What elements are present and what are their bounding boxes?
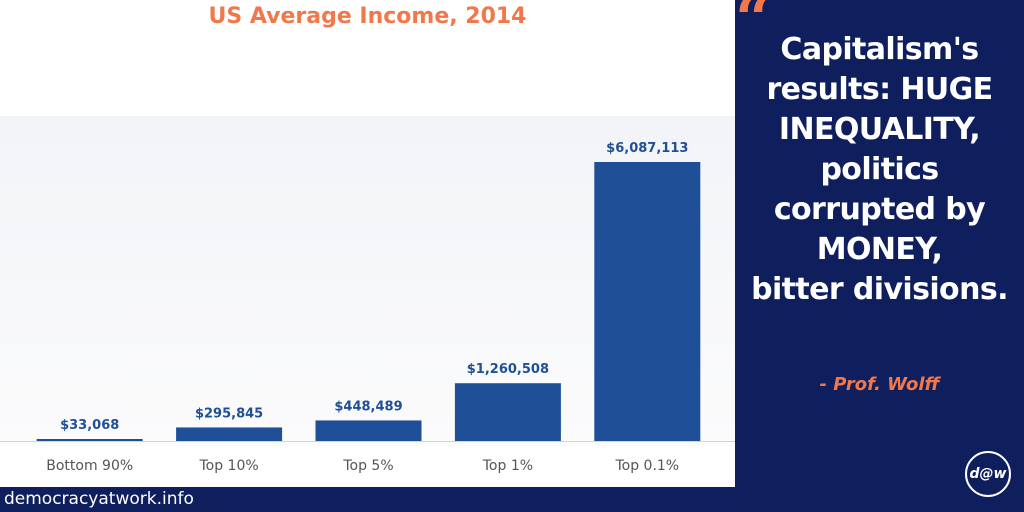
data-label: $6,087,113 xyxy=(606,141,688,156)
quote-line: politics xyxy=(820,152,939,187)
quote-text: Capitalism's results: HUGE INEQUALITY, p… xyxy=(735,30,1024,310)
chart-title: US Average Income, 2014 xyxy=(208,4,527,29)
quote-panel: “ Capitalism's results: HUGE INEQUALITY,… xyxy=(735,0,1024,512)
quote-line: results: HUGE xyxy=(766,72,993,107)
data-label: $295,845 xyxy=(195,406,263,421)
bar xyxy=(454,383,561,441)
bar-chart: $33,068 Bottom 90% $295,845 Top 10% $448,489… xyxy=(0,141,735,474)
data-label: $33,068 xyxy=(60,418,119,433)
bar xyxy=(176,427,283,441)
x-tick-label: Top 1% xyxy=(482,458,533,474)
data-label: $1,260,508 xyxy=(467,362,549,377)
logo-badge[interactable]: d@w xyxy=(965,451,1011,497)
quote-author: - Prof. Wolff xyxy=(819,374,940,395)
x-tick-label: Top 0.1% xyxy=(614,458,679,474)
bar xyxy=(594,162,701,441)
footer-bar: democracyatwork.info xyxy=(0,487,735,512)
bar xyxy=(36,439,143,441)
quote-line: INEQUALITY, xyxy=(778,112,981,147)
chart-panel: US Average Income, 2014 $33,068 Bottom 90… xyxy=(0,0,735,487)
quote-line: Capitalism's xyxy=(780,32,979,67)
x-tick-label: Bottom 90% xyxy=(46,458,133,474)
quote-mark-icon: “ xyxy=(735,0,772,57)
x-tick-label: Top 5% xyxy=(342,458,393,474)
site-url[interactable]: democracyatwork.info xyxy=(4,489,194,509)
quote-line: corrupted by xyxy=(773,192,986,227)
quote-line: MONEY, xyxy=(816,232,943,267)
bar xyxy=(315,420,422,441)
data-label: $448,489 xyxy=(334,399,402,414)
quote-line: bitter divisions. xyxy=(751,272,1008,307)
x-tick-label: Top 10% xyxy=(198,458,258,474)
